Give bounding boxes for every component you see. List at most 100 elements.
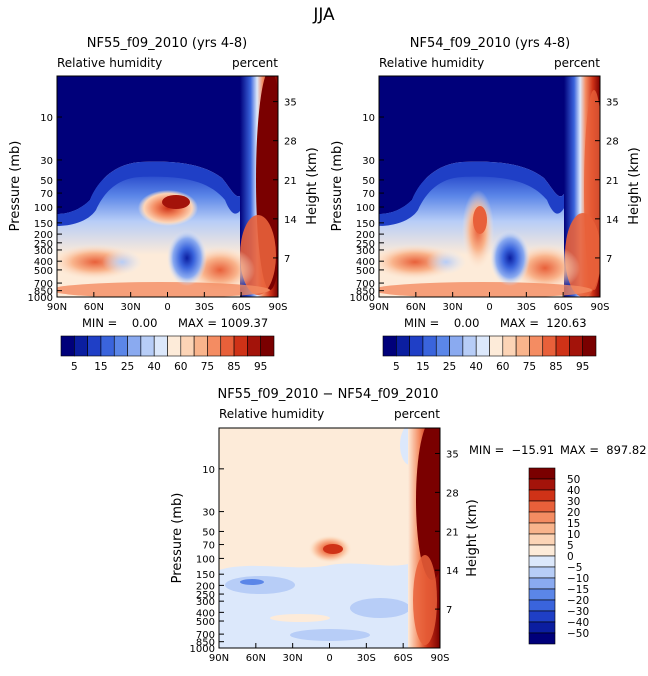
y-tick-label: 250 [356, 239, 375, 250]
colorbar-swatch [528, 500, 556, 513]
colorbar-swatch [528, 478, 556, 491]
colorbar-swatch [87, 335, 102, 357]
colorbar-swatch [127, 335, 142, 357]
colorbar-label: 30 [567, 496, 580, 508]
y-tick-label: 50 [40, 176, 53, 187]
x-tick-label: 30S [357, 653, 376, 664]
y-axis-label-right: Height (km) [305, 147, 320, 224]
y-tick-label: 150 [34, 219, 53, 230]
y-tick-label: 300 [196, 597, 215, 608]
colorbar-swatch [528, 511, 556, 524]
colorbar-label: 10 [567, 529, 580, 541]
colorbar-swatch [220, 335, 235, 357]
y-tick-label-right: 35 [606, 98, 619, 109]
colorbar-swatch [140, 335, 155, 357]
colorbar-swatch [180, 335, 195, 357]
colorbar-swatch [193, 335, 208, 357]
units-label: percent [394, 407, 440, 421]
colorbar-label: 25 [121, 361, 134, 373]
x-tick-label: 60N [246, 653, 266, 664]
y-tick-label: 400 [356, 257, 375, 268]
min-label: MIN = 0.00 [82, 316, 157, 330]
colorbar-swatch [528, 467, 556, 480]
y-tick-label: 200 [34, 230, 53, 241]
x-tick-label: 60S [554, 302, 573, 313]
max-label: MAX = 897.82 [560, 443, 647, 457]
x-tick-label: 30S [195, 302, 214, 313]
y-axis-label: Pressure (mb) [8, 141, 23, 232]
colorbar-swatch [489, 335, 504, 357]
colorbar-swatch [569, 335, 583, 357]
colorbar-swatch [528, 599, 556, 612]
colorbar-swatch [528, 489, 556, 502]
field-label: Relative humidity [379, 56, 484, 70]
y-axis-label: Pressure (mb) [170, 493, 185, 584]
colorbar-swatch [260, 335, 275, 357]
panel-title: NF55_f09_2010 (yrs 4-8) [87, 36, 247, 51]
colorbar-swatch [528, 566, 556, 579]
colorbar-swatch [233, 335, 248, 357]
colorbar-swatch [449, 335, 464, 357]
colorbar-label: 75 [201, 361, 214, 373]
colorbar-label: 60 [174, 361, 187, 373]
y-tick-label-right: 35 [284, 98, 297, 109]
x-tick-label: 60S [232, 302, 251, 313]
colorbar-label: 15 [94, 361, 107, 373]
x-tick-label: 0 [486, 302, 492, 313]
max-label: MAX = 1009.37 [178, 316, 268, 330]
y-tick-label: 300 [356, 246, 375, 257]
colorbar-label: −40 [567, 617, 589, 629]
colorbar-label: 5 [71, 361, 78, 373]
field-label: Relative humidity [57, 56, 162, 70]
colorbar-swatch [529, 335, 544, 357]
x-tick-label: 0 [164, 302, 170, 313]
x-tick-label: 30N [121, 302, 141, 313]
colorbar-swatch [396, 335, 410, 357]
x-tick-label: 90N [369, 302, 389, 313]
x-tick-label: 60N [84, 302, 104, 313]
x-tick-label: 90S [430, 653, 449, 664]
colorbar-swatch [475, 335, 490, 357]
y-tick-label: 50 [202, 527, 215, 538]
y-tick-label: 1000 [28, 293, 53, 304]
colorbar-swatch [528, 533, 556, 546]
panel-nf55: NF55_f09_2010 (yrs 4-8) Relative humidit… [8, 36, 320, 373]
colorbar-swatch [167, 335, 182, 357]
colorbar-swatch [462, 335, 477, 357]
y-tick-label: 500 [34, 266, 53, 277]
colorbar-swatch [582, 335, 597, 357]
colorbar-swatch [542, 335, 557, 357]
y-tick-label: 1000 [350, 293, 375, 304]
y-tick-label: 700 [356, 279, 375, 290]
colorbar-label: 95 [254, 361, 267, 373]
colorbar-swatch [409, 335, 424, 357]
panel-title: NF55_f09_2010 − NF54_f09_2010 [217, 387, 438, 402]
colorbar-label: 25 [443, 361, 456, 373]
colorbar: 5 15 25 40 60 75 85 95 [60, 335, 275, 373]
y-tick-label: 850 [34, 287, 53, 298]
y-tick-label-right: 7 [606, 254, 612, 265]
colorbar-swatch [528, 588, 556, 601]
panel-title: NF54_f09_2010 (yrs 4-8) [410, 36, 570, 51]
units-label: percent [554, 56, 600, 70]
colorbar-label: 0 [567, 551, 574, 563]
y-tick-label: 400 [196, 608, 215, 619]
y-tick-label: 10 [362, 113, 375, 124]
heatmap-field [379, 76, 600, 297]
x-tick-label: 0 [326, 653, 332, 664]
colorbar-label: 75 [523, 361, 536, 373]
colorbar-label: 85 [549, 361, 562, 373]
colorbar-swatch [502, 335, 517, 357]
y-tick-label-right: 35 [446, 449, 459, 460]
colorbar-swatch [60, 335, 75, 357]
colorbar-label: 5 [567, 540, 574, 552]
y-tick-label: 70 [202, 541, 215, 552]
y-tick-label: 10 [40, 113, 53, 124]
y-tick-label-right: 28 [284, 137, 297, 148]
panel-difference: NF55_f09_2010 − NF54_f09_2010 Relative h… [170, 387, 647, 664]
figure-title: JJA [312, 5, 335, 25]
y-tick-label: 70 [362, 189, 375, 200]
x-tick-label: 90N [209, 653, 229, 664]
y-tick-label-right: 21 [446, 527, 459, 538]
x-tick-label: 90S [268, 302, 287, 313]
